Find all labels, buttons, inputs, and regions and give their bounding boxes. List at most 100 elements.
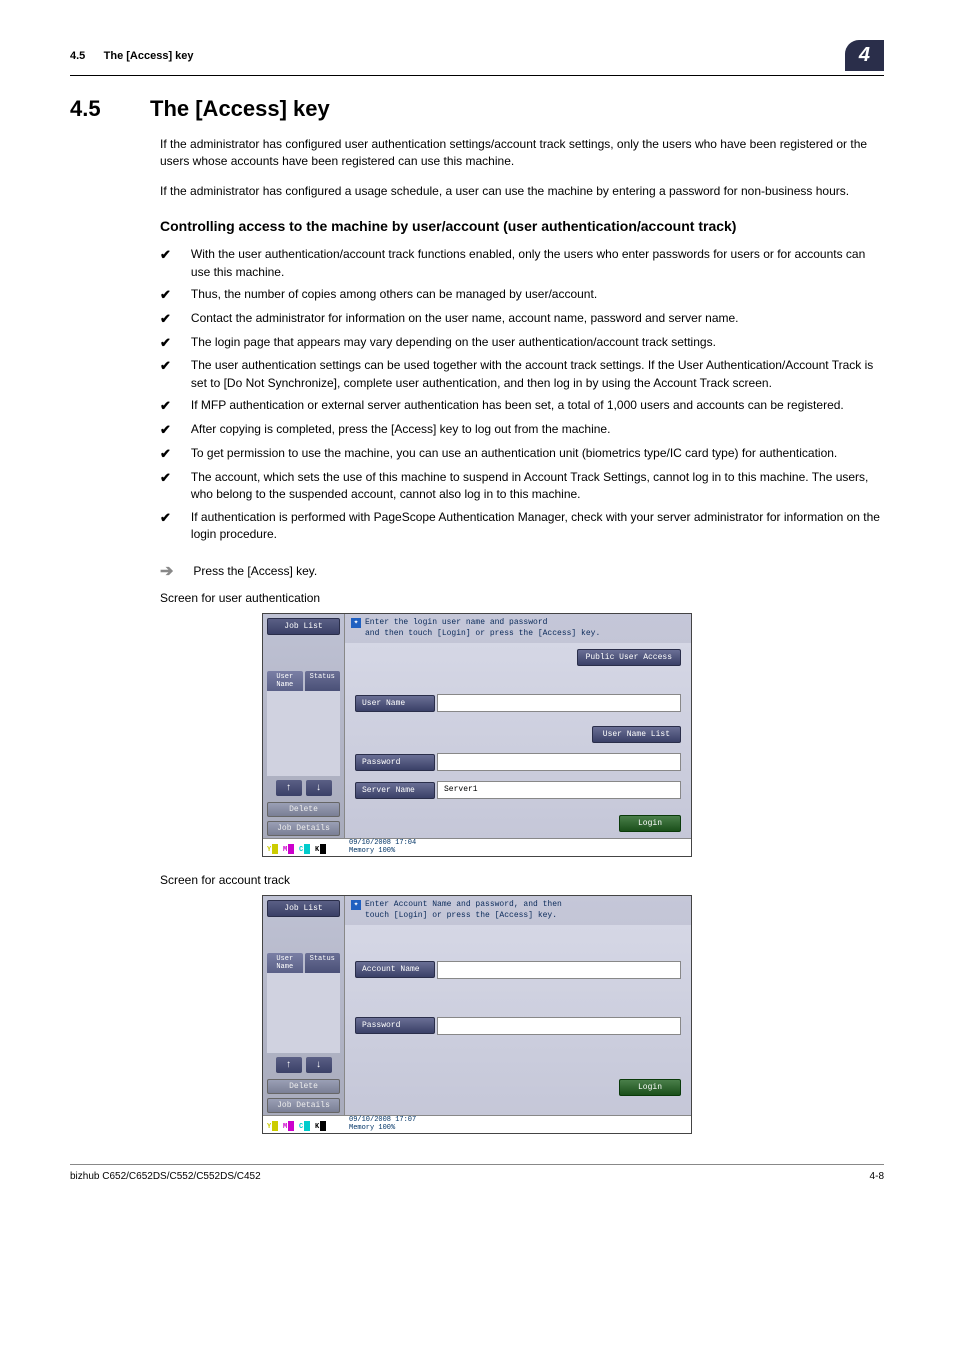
checkmark-icon: ✔ [160, 445, 171, 464]
step-text: Press the [Access] key. [193, 564, 317, 578]
check-text: If MFP authentication or external server… [191, 397, 844, 414]
down-arrow-button[interactable]: ↓ [306, 780, 332, 796]
password-input[interactable] [437, 753, 681, 771]
username-input[interactable] [437, 694, 681, 712]
check-text: To get permission to use the machine, yo… [191, 445, 837, 462]
job-list-area [267, 691, 340, 776]
down-arrow-button[interactable]: ↓ [306, 1057, 332, 1073]
footer-bar: Y M C K 09/10/2008 17:07 Memory 100% [263, 1115, 691, 1133]
page-footer: bizhub C652/C652DS/C552/C552DS/C452 4-8 [70, 1164, 884, 1182]
job-details-button[interactable]: Job Details [267, 1098, 340, 1113]
password-label-button[interactable]: Password [355, 1017, 435, 1034]
checkmark-icon: ✔ [160, 469, 171, 488]
server-label-button[interactable]: Server Name [355, 782, 435, 799]
status-tab[interactable]: Status [305, 953, 341, 973]
check-text: The login page that appears may vary dep… [191, 334, 716, 351]
job-list-button[interactable]: Job List [267, 618, 340, 635]
header-section-num: 4.5 [70, 50, 85, 62]
job-details-button[interactable]: Job Details [267, 821, 340, 836]
checkmark-icon: ✔ [160, 357, 171, 376]
main-panel: Public User Access User Name User Name L… [345, 643, 691, 838]
check-item-1: ✔ Thus, the number of copies among others… [160, 286, 884, 305]
toner-m-icon: M [283, 1119, 297, 1131]
header-breadcrumb: 4.5 The [Access] key [70, 50, 194, 62]
check-item-9: ✔If authentication is performed with Pag… [160, 509, 884, 544]
check-item-7: ✔ To get permission to use the machine, y… [160, 445, 884, 464]
check-text: With the user authentication/account tra… [191, 246, 884, 281]
check-item-5: ✔ If MFP authentication or external serve… [160, 397, 884, 416]
delete-button[interactable]: Delete [267, 802, 340, 817]
job-list-area [267, 973, 340, 1053]
memory-text: Memory 100% [349, 848, 416, 856]
page-header: 4.5 The [Access] key 4 [70, 40, 884, 76]
footer-model: bizhub C652/C652DS/C552/C552DS/C452 [70, 1171, 261, 1182]
job-list-button[interactable]: Job List [267, 900, 340, 917]
checkmark-icon: ✔ [160, 310, 171, 329]
instruction-bar: ✦ Enter Account Name and password, and t… [345, 896, 691, 925]
toner-y-icon: Y [267, 842, 281, 854]
account-input[interactable] [437, 961, 681, 979]
checkmark-icon: ✔ [160, 286, 171, 305]
screen-caption-1: Screen for user authentication [160, 591, 884, 605]
toner-m-icon: M [283, 842, 297, 854]
password-input[interactable] [437, 1017, 681, 1035]
header-section-title: The [Access] key [104, 50, 194, 62]
info-icon: ✦ [351, 900, 361, 910]
toner-y-icon: Y [267, 1119, 281, 1131]
username-label-button[interactable]: User Name [355, 695, 435, 712]
checkmark-icon: ✔ [160, 334, 171, 353]
username-tab[interactable]: User Name [267, 671, 303, 691]
server-value: Server1 [437, 781, 681, 799]
section-title: The [Access] key [150, 96, 330, 122]
step-row: ➔ Press the [Access] key. [160, 561, 884, 581]
username-tab[interactable]: User Name [267, 953, 303, 973]
check-item-8: ✔ The account, which sets the use of this… [160, 469, 884, 504]
left-panel: Job List User Name Status ↑ ↓ Delete Job… [263, 614, 345, 838]
instruction-text: Enter the login user name and password a… [365, 618, 600, 639]
status-tab[interactable]: Status [305, 671, 341, 691]
intro-para-1: If the administrator has configured user… [160, 136, 884, 171]
check-text: The user authentication settings can be … [191, 357, 884, 392]
check-item-3: ✔ The login page that appears may vary de… [160, 334, 884, 353]
check-text: If authentication is performed with Page… [191, 509, 884, 544]
info-icon: ✦ [351, 618, 361, 628]
main-panel: Account Name Password Login [345, 925, 691, 1115]
check-item-2: ✔ Contact the administrator for informati… [160, 310, 884, 329]
check-item-6: ✔ After copying is completed, press the [… [160, 421, 884, 440]
section-heading: 4.5 The [Access] key [70, 96, 884, 122]
toner-k-icon: K [315, 842, 329, 854]
intro-para-2: If the administrator has configured a us… [160, 183, 884, 200]
checkmark-icon: ✔ [160, 421, 171, 440]
section-number: 4.5 [70, 96, 120, 122]
check-item-4: ✔ The user authentication settings can be… [160, 357, 884, 392]
check-text: Contact the administrator for informatio… [191, 310, 739, 327]
toner-c-icon: C [299, 1119, 313, 1131]
login-button[interactable]: Login [619, 815, 681, 832]
check-item-0: ✔ With the user authentication/account tr… [160, 246, 884, 281]
toner-k-icon: K [315, 1119, 329, 1131]
checkmark-icon: ✔ [160, 397, 171, 416]
arrow-icon: ➔ [160, 561, 173, 581]
password-label-button[interactable]: Password [355, 754, 435, 771]
up-arrow-button[interactable]: ↑ [276, 1057, 302, 1073]
checklist: ✔ With the user authentication/account tr… [160, 246, 884, 543]
chapter-tab: 4 [845, 40, 884, 71]
user-name-list-button[interactable]: User Name List [592, 726, 681, 743]
left-panel: Job List User Name Status ↑ ↓ Delete Job… [263, 896, 345, 1115]
user-auth-screenshot: Job List User Name Status ↑ ↓ Delete Job… [262, 613, 692, 857]
login-button[interactable]: Login [619, 1079, 681, 1096]
account-track-screenshot: Job List User Name Status ↑ ↓ Delete Job… [262, 895, 692, 1134]
public-user-button[interactable]: Public User Access [577, 649, 681, 666]
account-label-button[interactable]: Account Name [355, 961, 435, 978]
checkmark-icon: ✔ [160, 246, 171, 265]
check-text: Thus, the number of copies among others … [191, 286, 597, 303]
check-text: The account, which sets the use of this … [191, 469, 884, 504]
subsection-heading: Controlling access to the machine by use… [160, 218, 884, 234]
delete-button[interactable]: Delete [267, 1079, 340, 1094]
up-arrow-button[interactable]: ↑ [276, 780, 302, 796]
instruction-text: Enter Account Name and password, and the… [365, 900, 562, 921]
footer-bar: Y M C K 09/10/2008 17:04 Memory 100% [263, 838, 691, 856]
check-text: After copying is completed, press the [A… [191, 421, 611, 438]
screen-caption-2: Screen for account track [160, 873, 884, 887]
memory-text: Memory 100% [349, 1125, 416, 1133]
